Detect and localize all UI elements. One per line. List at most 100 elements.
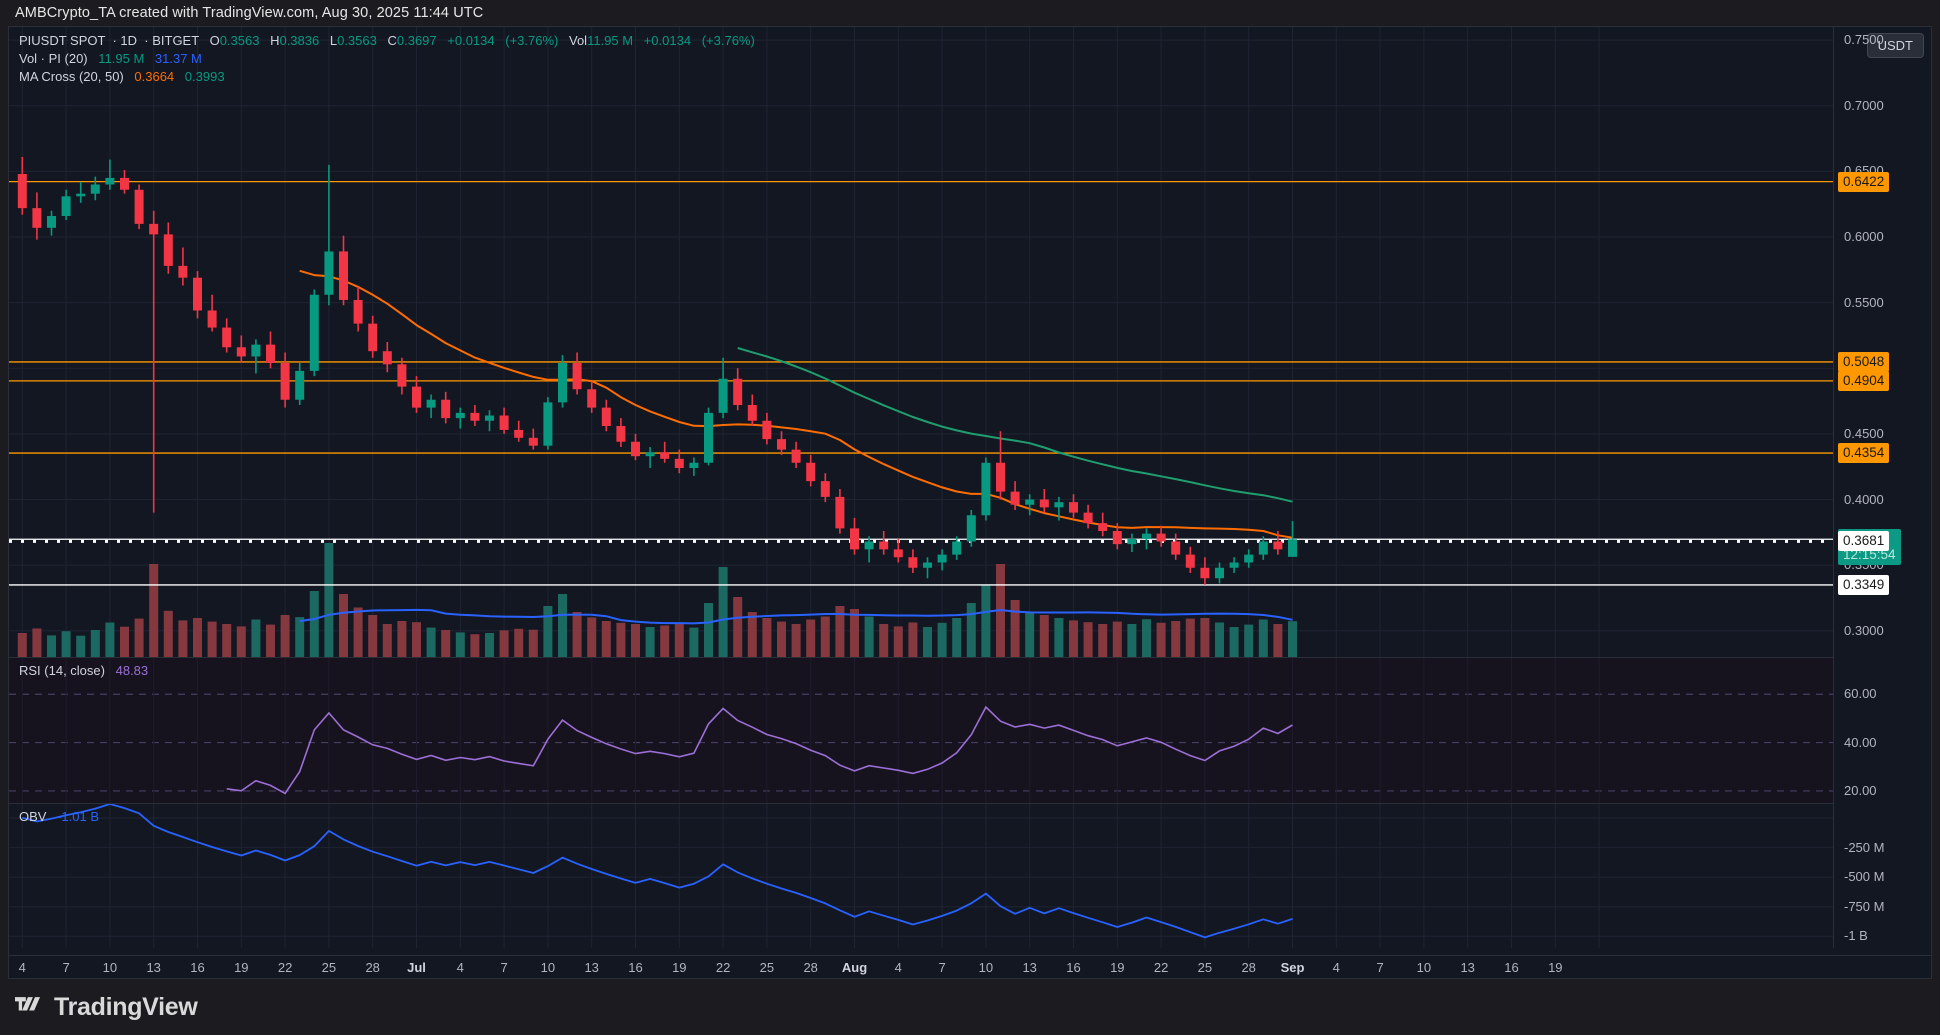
price-axis[interactable]: USDT 0.75000.70000.65000.60000.55000.500… [1833,27,1931,948]
time-tick-label: 4 [894,960,902,975]
time-tick-label: 13 [1022,960,1037,975]
obv-chart-canvas [9,804,1833,948]
rsi-tick-label: 20.00 [1844,782,1877,798]
legend-low-value: 0.3563 [337,33,377,48]
time-tick-label: 13 [1460,960,1475,975]
bar-countdown-timer: 12:15:54 [1843,547,1896,563]
legend-row-ma-study[interactable]: MA Cross (20, 50) 0.3664 0.3993 [19,68,755,86]
time-tick-label: 16 [1504,960,1519,975]
legend-change-pct: (+3.76%) [505,33,559,48]
attribution-text: AMBCrypto_TA created with TradingView.co… [0,0,1940,26]
time-tick-label: 22 [715,960,731,975]
volume-study-value: 11.95 M [98,51,145,66]
price-badge-white[interactable]: 0.3681 [1838,531,1890,552]
rsi-legend[interactable]: RSI (14, close) 48.83 [19,663,148,678]
price-chart-canvas [9,27,1833,657]
ma-fast-value: 0.3664 [134,69,175,84]
legend-vol-change-pct: (+3.76%) [701,33,755,48]
price-tick-label: 0.4500 [1844,425,1884,441]
legend-row-volume-study[interactable]: Vol · PI (20) 11.95 M 31.37 M [19,50,755,68]
time-tick-label: 4 [18,960,26,975]
time-tick-label: 7 [500,960,508,975]
volume-study-title: Vol · PI (20) [19,51,88,66]
time-tick-label: 7 [938,960,946,975]
time-tick-label: 28 [365,960,380,975]
legend-vol-change: +0.0134 [643,33,692,48]
legend-high-label: H [270,33,280,48]
price-badge-white[interactable]: 0.3349 [1838,574,1890,595]
time-tick-label: 25 [321,960,337,975]
time-tick-label: 10 [540,960,556,975]
time-tick-label: 13 [584,960,599,975]
legend-change: +0.0134 [447,33,495,48]
legend-high-value: 0.3836 [279,33,320,48]
time-tick-label: 10 [102,960,118,975]
rsi-pane[interactable] [9,658,1833,803]
ma-slow-value: 0.3993 [184,69,225,84]
rsi-tick-label: 60.00 [1844,686,1877,702]
tradingview-logo: TradingView [15,993,198,1022]
time-tick-label: 28 [803,960,818,975]
obv-tick-label: -250 M [1844,839,1885,855]
rsi-legend-value: 48.83 [115,663,149,678]
legend-open-label: O [209,33,220,48]
legend-vol-label: Vol [569,33,588,48]
tradingview-logo-icon [15,996,40,1010]
time-tick-label: Sep [1280,960,1305,975]
price-badge-orange[interactable]: 0.6422 [1838,171,1890,192]
time-tick-label: 22 [1153,960,1169,975]
legend-exchange: BITGET [152,33,199,48]
obv-tick-label: -750 M [1844,898,1885,914]
time-tick-label: 25 [759,960,775,975]
legend-row-symbol[interactable]: PIUSDT SPOT · 1D · BITGET O0.3563 H0.383… [19,33,755,48]
time-tick-label: 25 [1197,960,1213,975]
price-tick-label: 0.4000 [1844,491,1884,507]
time-tick-label: 28 [1241,960,1256,975]
obv-legend-value: -1.01 B [57,809,100,824]
legend-open-value: 0.3563 [219,33,260,48]
currency-chip[interactable]: USDT [1866,33,1924,58]
price-tick-label: 0.7500 [1844,32,1884,48]
time-tick-label: 19 [1110,960,1125,975]
legend-symbol: PIUSDT SPOT [19,33,106,48]
price-badge-orange[interactable]: 0.4354 [1838,443,1890,464]
price-badge-orange[interactable]: 0.5048 [1838,351,1890,372]
rsi-chart-canvas [9,658,1833,803]
obv-tick-label: -1 B [1844,928,1868,944]
time-tick-label: Jul [407,960,426,975]
price-badge-orange[interactable]: 0.4904 [1838,370,1890,391]
pane-divider [9,803,1833,804]
time-tick-label: 4 [456,960,464,975]
time-tick-label: 4 [1332,960,1340,975]
time-tick-label: 16 [628,960,643,975]
time-tick-label: 7 [62,960,70,975]
time-tick-label: 19 [234,960,249,975]
price-tick-label: 0.6000 [1844,229,1884,244]
legend-low-label: L [329,33,338,48]
legend-interval: 1D [120,33,138,48]
obv-tick-label: -500 M [1844,869,1885,885]
rsi-legend-title: RSI (14, close) [19,663,105,678]
legend-close-value: 0.3697 [396,33,437,48]
obv-pane[interactable] [9,804,1833,948]
obv-legend-title: OBV [19,809,47,824]
time-tick-label: 16 [1066,960,1081,975]
time-tick-label: 16 [190,960,205,975]
time-tick-label: 22 [277,960,293,975]
time-tick-label: 19 [672,960,687,975]
pane-divider [9,657,1833,658]
price-tick-label: 0.7000 [1844,97,1884,113]
time-tick-label: 13 [146,960,161,975]
time-tick-label: 10 [978,960,994,975]
time-tick-label: 10 [1416,960,1432,975]
obv-legend[interactable]: OBV -1.01 B [19,809,99,824]
ma-study-title: MA Cross (20, 50) [19,69,124,84]
time-axis[interactable]: 4 7 10 13 16 19 22 25 28 Jul 4 7 10 13 16 19 22 25 28 Aug 4 7… [8,955,1932,981]
time-tick-label: 19 [1548,960,1563,975]
chart-legend: PIUSDT SPOT · 1D · BITGET O0.3563 H0.383… [19,32,755,86]
price-pane[interactable] [9,27,1833,657]
rsi-tick-label: 40.00 [1844,734,1877,750]
legend-vol-value: 11.95 M [587,33,634,48]
legend-close-label: C [387,33,397,48]
